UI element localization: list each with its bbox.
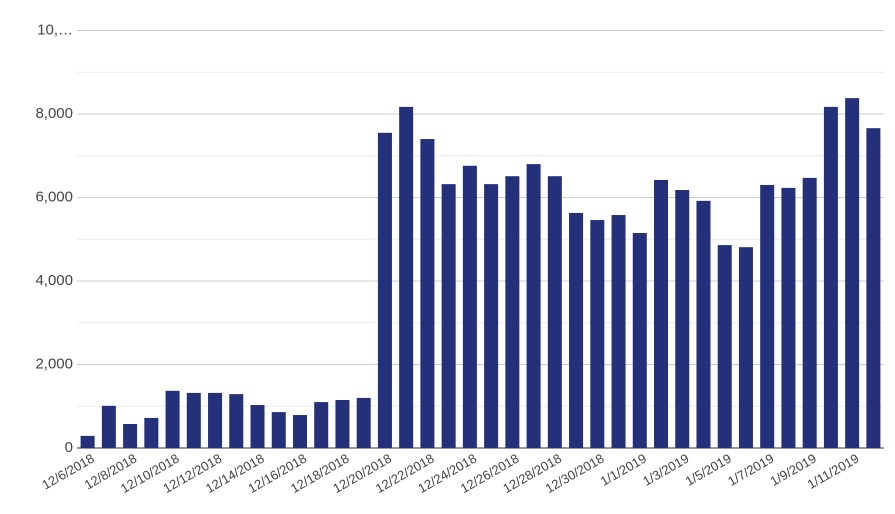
bar — [590, 220, 605, 448]
bar — [484, 184, 499, 448]
x-tick-label: 1/5/2019 — [683, 451, 734, 489]
bar — [186, 392, 201, 448]
x-tick-label: 1/1/2019 — [598, 451, 649, 489]
bar — [420, 139, 435, 449]
bar — [760, 184, 775, 448]
y-tick-label: 2,000 — [35, 355, 73, 372]
y-tick-label: 10,… — [37, 21, 73, 38]
bar — [314, 402, 329, 448]
bar — [356, 397, 371, 448]
bar — [377, 132, 392, 448]
y-tick-label: 4,000 — [35, 272, 73, 289]
bar — [845, 98, 860, 448]
bar — [335, 399, 350, 448]
bar — [208, 392, 223, 448]
x-tick-label: 1/7/2019 — [725, 451, 776, 489]
bar — [632, 232, 647, 448]
bar — [675, 189, 690, 449]
bar — [738, 247, 753, 448]
bar — [292, 415, 307, 448]
bar — [441, 184, 456, 448]
bar — [781, 187, 796, 448]
bar — [250, 404, 265, 448]
bar — [399, 106, 414, 448]
bar — [866, 128, 881, 448]
bar — [144, 417, 159, 448]
x-tick-label: 1/3/2019 — [640, 451, 691, 489]
bar — [165, 390, 180, 448]
y-tick-label: 6,000 — [35, 188, 73, 205]
bar — [101, 405, 116, 448]
bar — [462, 165, 477, 448]
y-tick-label: 8,000 — [35, 105, 73, 122]
bar — [823, 106, 838, 448]
bar — [696, 200, 711, 448]
bar — [717, 245, 732, 448]
bar — [611, 215, 626, 448]
bar — [123, 423, 138, 448]
bar — [569, 212, 584, 448]
y-tick-label: 0 — [65, 439, 73, 456]
bar — [229, 394, 244, 448]
bar — [526, 164, 541, 448]
bar — [505, 176, 520, 448]
bar — [547, 176, 562, 448]
bar — [271, 412, 286, 448]
bar — [802, 177, 817, 448]
bar — [654, 179, 669, 448]
bar — [80, 435, 95, 448]
